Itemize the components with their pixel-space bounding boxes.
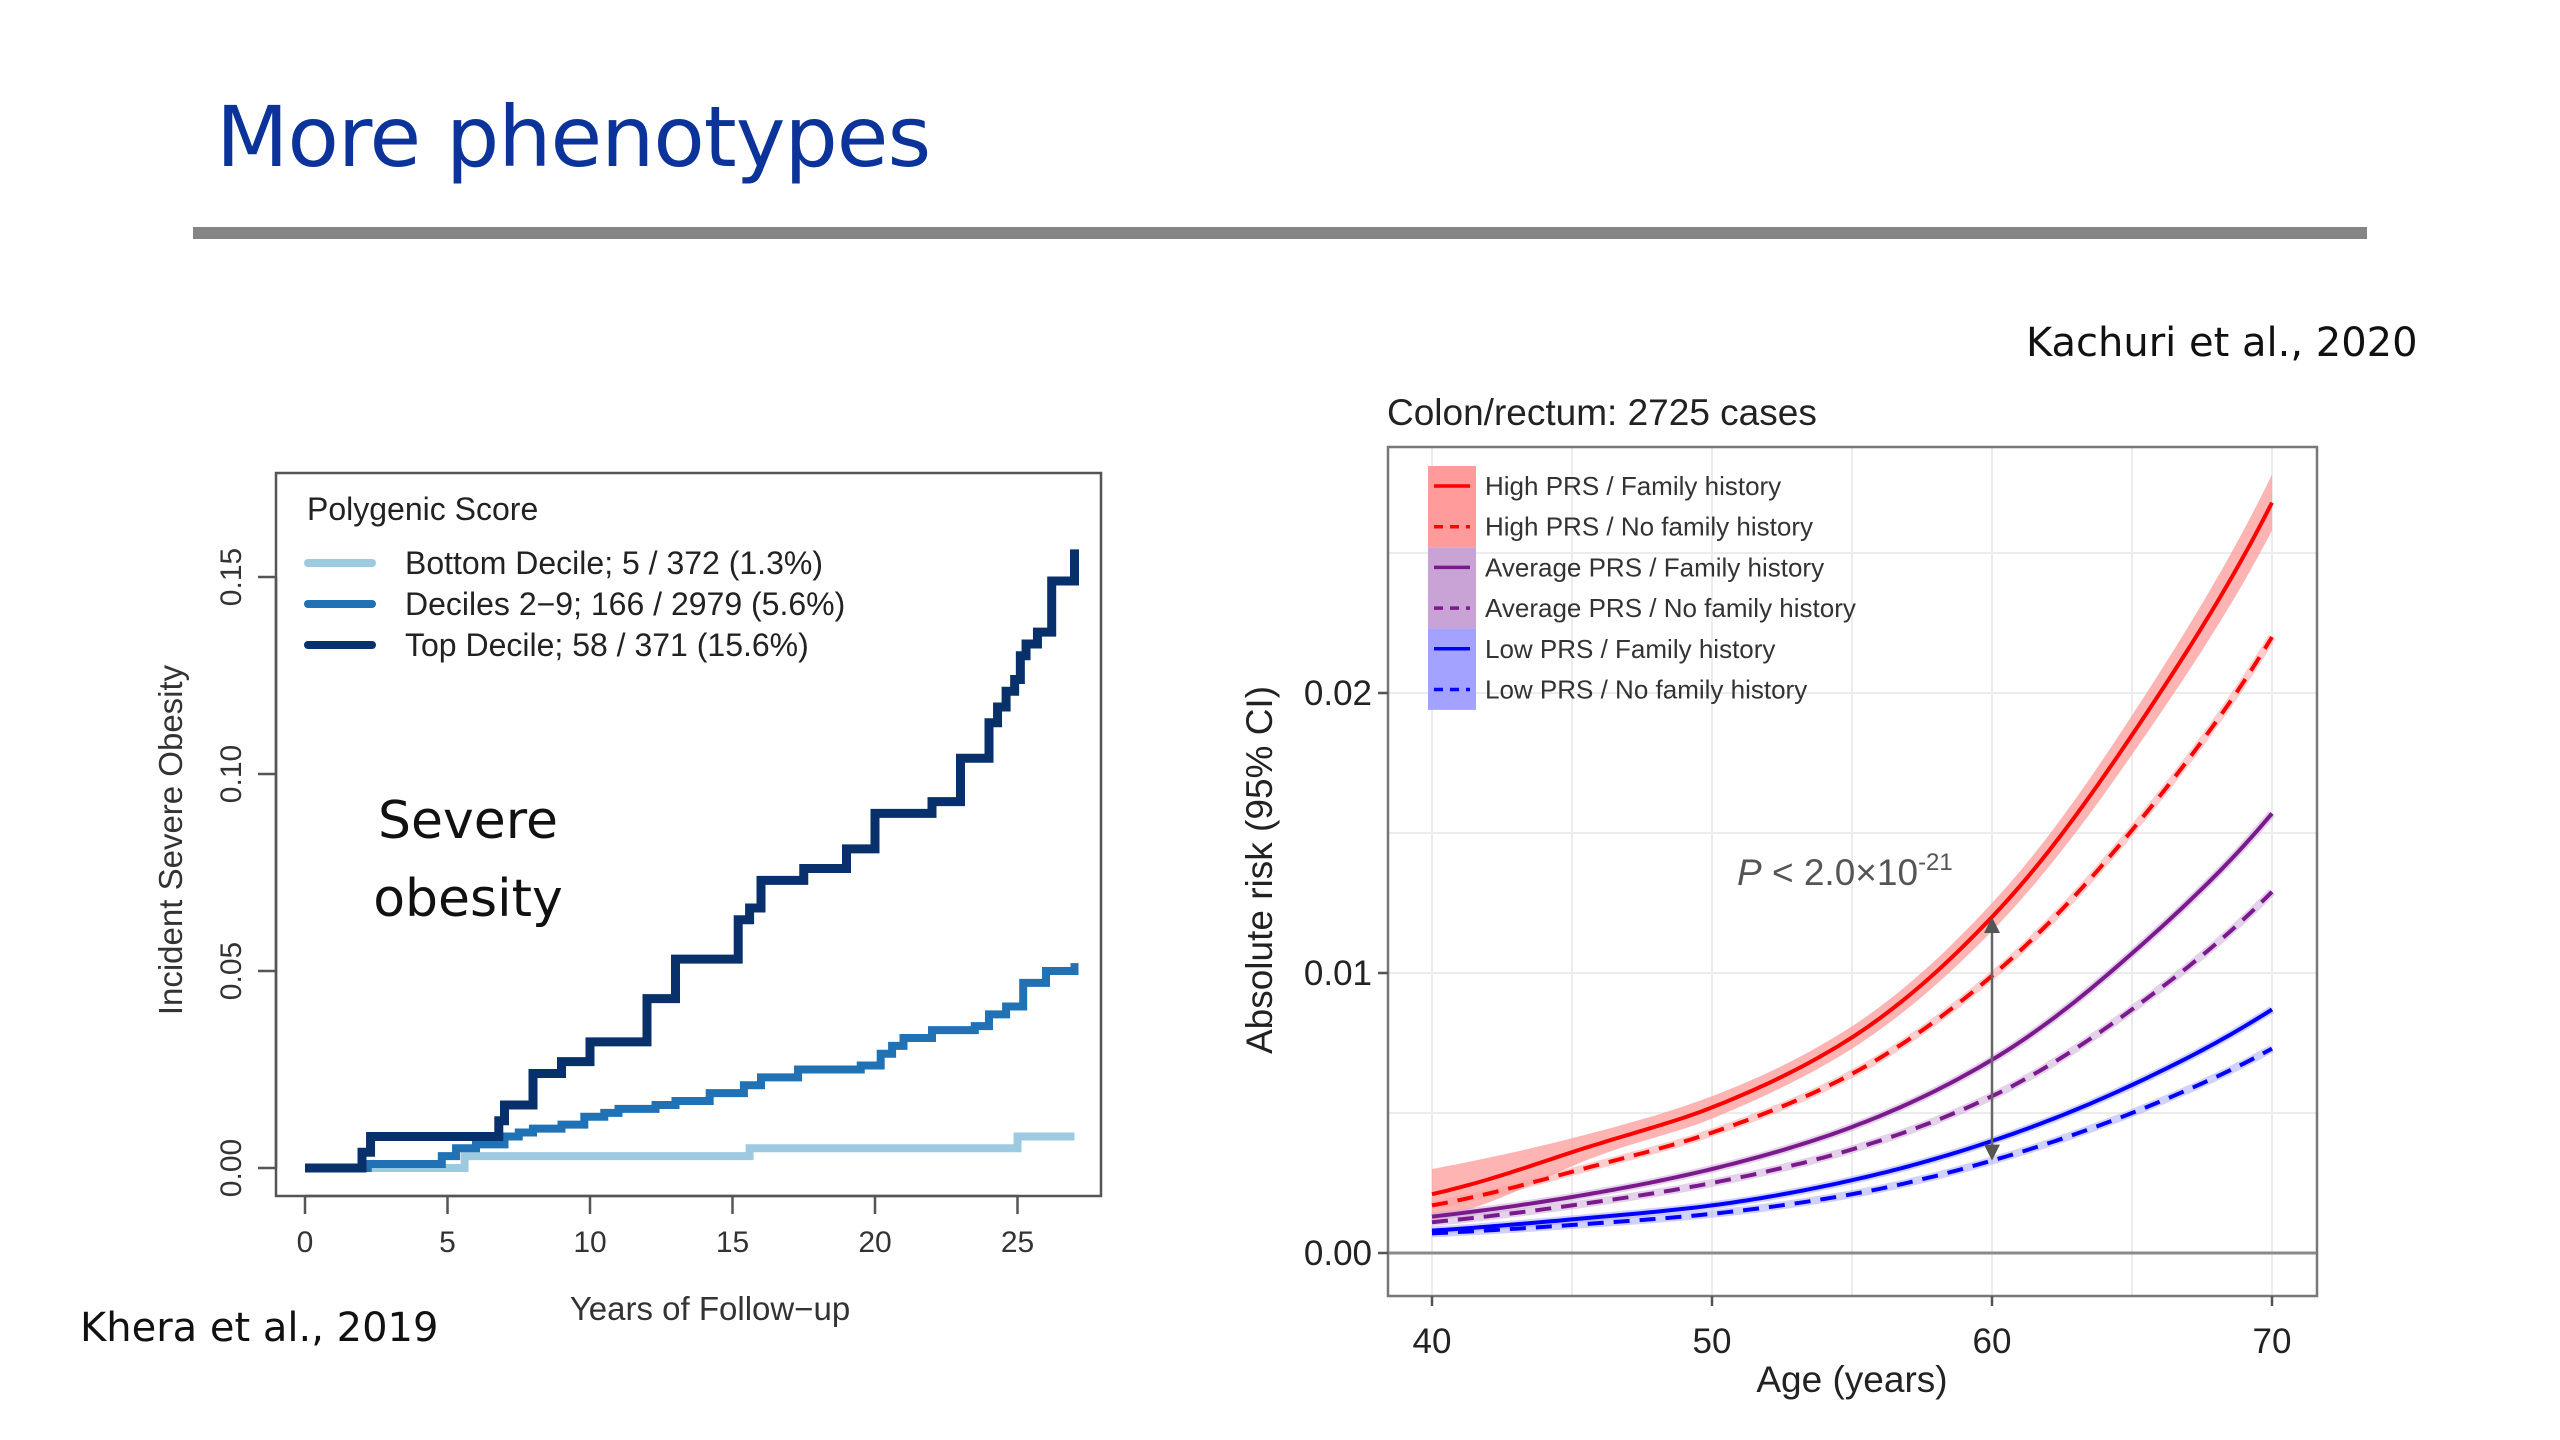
series-deciles-2-9 — [305, 963, 1079, 1172]
p-value-exponent: -21 — [1918, 849, 1953, 876]
left-y-tick-label: 0.15 — [215, 548, 248, 606]
right-x-tick-label: 50 — [1693, 1322, 1732, 1361]
right-x-tick-label: 70 — [2253, 1322, 2292, 1361]
legend-label-top-decile: Top Decile; 58 / 371 (15.6%) — [405, 627, 809, 663]
right-y-axis-label: Absolute risk (95% CI) — [1239, 686, 1280, 1054]
p-symbol: P — [1737, 852, 1762, 893]
left-x-tick-label: 15 — [716, 1226, 749, 1259]
legend-label-low-prs-family-history: Low PRS / Family history — [1485, 634, 1775, 664]
right-plot-frame — [1386, 445, 2319, 1298]
left-x-tick-label: 20 — [858, 1226, 891, 1259]
legend-label-high-prs-no-family-history: High PRS / No family history — [1485, 512, 1813, 542]
series-high-prs-family-history — [1431, 501, 2274, 1197]
severe-obesity-chart: 0 5 10 15 20 25 0.00 0.05 0.10 0.15 Years of Fol… — [152, 471, 1103, 1327]
left-y-tick-label: 0.00 — [215, 1139, 248, 1197]
right-series-group — [1431, 501, 2274, 1236]
left-x-tick-label: 5 — [439, 1226, 456, 1259]
left-x-tick-label: 0 — [297, 1226, 314, 1259]
left-x-tick-label: 25 — [1001, 1226, 1034, 1259]
series-low-prs-family-history — [1431, 1007, 2274, 1233]
right-y-axis: 0.00 0.01 0.02 — [1304, 674, 1388, 1273]
left-x-axis: 0 5 10 15 20 25 — [297, 1194, 1034, 1259]
arrow-head-up-icon — [1984, 917, 2000, 933]
left-y-axis-label: Incident Severe Obesity — [152, 664, 189, 1015]
legend-label-avg-prs-no-family-history: Average PRS / No family history — [1485, 593, 1856, 623]
series-low-prs-no-family-history — [1431, 1046, 2273, 1236]
left-x-tick-label: 10 — [573, 1226, 606, 1259]
p-value-prefix: < 2.0×10 — [1762, 852, 1918, 893]
legend-label-deciles-2-9: Deciles 2−9; 166 / 2979 (5.6%) — [405, 586, 845, 622]
legend-label-avg-prs-family-history: Average PRS / Family history — [1485, 552, 1824, 582]
title-divider — [193, 227, 2367, 239]
left-x-axis-label: Years of Follow−up — [570, 1290, 850, 1327]
citation-khera: Khera et al., 2019 — [80, 1305, 439, 1351]
left-y-tick-label: 0.10 — [215, 745, 248, 803]
series-bottom-decile — [305, 1132, 1075, 1172]
series-high-prs-no-family-history — [1431, 635, 2274, 1208]
left-y-tick-label: 0.05 — [215, 942, 248, 1000]
series-avg-prs-no-family-history — [1431, 890, 2274, 1225]
right-y-tick-label: 0.00 — [1304, 1234, 1372, 1273]
left-series-group — [305, 549, 1079, 1173]
left-y-axis: 0.00 0.05 0.10 0.15 — [215, 548, 278, 1197]
left-legend: Polygenic Score Bottom Decile; 5 / 372 (… — [304, 491, 845, 663]
arrow-head-down-icon — [1984, 1144, 2000, 1161]
series-avg-prs-family-history — [1431, 812, 2274, 1219]
legend-label-bottom-decile: Bottom Decile; 5 / 372 (1.3%) — [405, 545, 823, 581]
left-legend-title: Polygenic Score — [307, 491, 538, 527]
slide-title: More phenotypes — [216, 88, 931, 186]
right-y-tick-label: 0.02 — [1304, 674, 1372, 713]
legend-band-swatch — [1428, 466, 1476, 548]
right-chart-title: Colon/rectum: 2725 cases — [1387, 392, 1817, 433]
legend-label-low-prs-no-family-history: Low PRS / No family history — [1485, 675, 1807, 705]
right-x-tick-label: 40 — [1413, 1322, 1452, 1361]
right-x-axis-label: Age (years) — [1756, 1359, 1947, 1400]
series-top-decile — [305, 549, 1079, 1173]
right-y-tick-label: 0.01 — [1304, 954, 1372, 993]
right-x-tick-label: 60 — [1973, 1322, 2012, 1361]
p-value-annotation: P < 2.0×10-21 — [1737, 849, 2000, 1161]
legend-label-high-prs-family-history: High PRS / Family history — [1485, 471, 1781, 501]
right-x-axis: 40 50 60 70 — [1413, 1296, 2292, 1361]
annotation-severe: Severe — [378, 791, 558, 851]
legend-band-swatch — [1428, 628, 1476, 710]
annotation-obesity: obesity — [373, 869, 563, 929]
citation-kachuri: Kachuri et al., 2020 — [2026, 320, 2418, 366]
right-legend: High PRS / Family history High PRS / No f… — [1428, 466, 1856, 710]
p-value-text: P < 2.0×10-21 — [1737, 849, 1953, 893]
legend-band-swatch — [1428, 547, 1476, 629]
